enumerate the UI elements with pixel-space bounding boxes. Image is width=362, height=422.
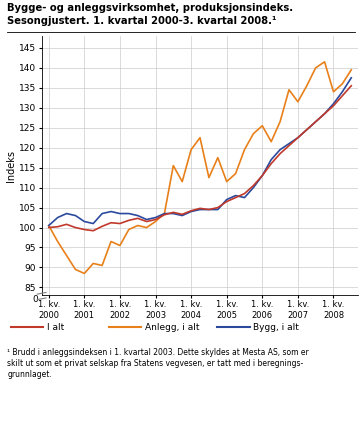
Text: Anlegg, i alt: Anlegg, i alt [145,322,199,332]
Text: I alt: I alt [47,322,64,332]
Text: Bygg, i alt: Bygg, i alt [253,322,299,332]
Text: 0: 0 [32,295,38,304]
Text: Sesongjustert. 1. kvartal 2000-3. kvartal 2008.¹: Sesongjustert. 1. kvartal 2000-3. kvarta… [7,16,277,26]
Text: ¹ Brudd i anleggsindeksen i 1. kvartal 2003. Dette skyldes at Mesta AS, som er
s: ¹ Brudd i anleggsindeksen i 1. kvartal 2… [7,348,309,379]
Text: Bygge- og anleggsvirksomhet, produksjonsindeks.: Bygge- og anleggsvirksomhet, produksjons… [7,3,293,13]
Y-axis label: Indeks: Indeks [6,150,16,181]
